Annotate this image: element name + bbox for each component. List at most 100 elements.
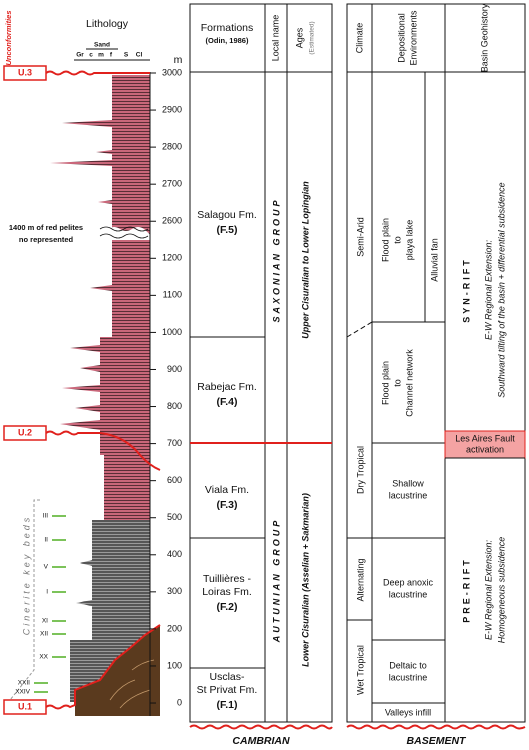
environment: Alluvial fan [429,238,439,282]
header: Environments [408,10,418,66]
header: Basin Geohistory [479,3,489,72]
grain-size: Cl [136,52,143,59]
key-bed-label: XI [42,618,48,625]
depth-label: 3000 [162,67,182,77]
header: Formations [201,22,254,34]
formation-name: Salagou Fm. [197,209,257,221]
environment: Channel network [404,349,414,417]
depth-label: 600 [167,475,182,485]
formation-name: Loiras Fm. [202,586,252,598]
header-note: (Estimated) [309,21,316,54]
depth-label: 2900 [162,104,182,114]
environment: Valleys infill [385,707,431,717]
grain-size: S [124,52,129,59]
depth-label: 200 [167,623,182,633]
gap-note: no represented [19,235,74,244]
environment: lacustrine [389,490,428,500]
environment: to [392,236,402,244]
phase-name: SYN-RIFT [461,257,471,323]
environment: Flood plain [380,361,390,405]
formation-code: (F.2) [217,601,238,613]
stratigraphy-panel [189,3,333,730]
lithology-column [9,48,161,716]
grain-size-group: Sand [94,42,110,49]
unconformity-box [3,699,47,715]
environment: Flood plain [380,218,390,262]
climate: Wet Tropical [355,645,365,695]
header: Local name [270,15,280,62]
basement-label: CAMBRIAN [232,735,290,747]
depth-label: 900 [167,364,182,374]
group-name: AUTUNIAN GROUP [271,518,281,644]
age: Lower Cisuralian (Asselian + Sakmarian) [300,493,310,667]
depth-label: 300 [167,586,182,596]
grain-size: f [110,52,113,59]
phase-detail: Homogeneous subsidence [496,537,506,644]
depth-label: 1000 [162,327,182,337]
formation-code: (F.5) [217,224,238,236]
header-note: (Odin, 1986) [206,36,249,45]
depth-label: 2800 [162,141,182,151]
formation-code: (F.1) [217,699,238,711]
group-name: SAXONIAN GROUP [271,197,281,322]
depth-label: 1100 [163,290,182,300]
depth-label: 800 [167,401,182,411]
climate: Dry Tropical [355,446,365,494]
depth-label: 0 [177,697,182,707]
key-bed-label: XII [40,631,48,638]
formation-code: (F.3) [217,499,238,511]
environment: lacustrine [389,589,428,599]
formation-name: St Privat Fm. [197,684,258,696]
basement-label: BASEMENT [407,735,468,747]
key-bed-label: XXII [18,680,30,687]
unconformity-label: U.3 [18,67,32,77]
environment: playa lake [404,220,414,261]
header: Depositional [396,13,406,63]
unconformity-label: U.2 [18,427,32,437]
key-bed-label: I [46,589,48,596]
environment: Deltaic to [389,660,427,670]
age: Upper Cisuralian to Lower Lopingian [300,181,310,339]
gap-note: 1400 m of red pelites [9,223,83,232]
depth-label: 2700 [162,179,182,189]
depth-label: 2600 [162,216,182,226]
environment: Deep anoxic [383,577,434,587]
climate: Alternating [355,558,365,601]
lithology-title: Lithology [86,18,129,30]
unconformity-box [3,65,47,81]
key-bed-label: III [43,513,49,520]
setting-panel [346,3,526,730]
depth-label: 1200 [162,253,182,263]
phase-regime: E-W Regional Extension: [483,539,493,640]
key-beds-title: Cinerite key beds [21,515,31,636]
environment: Shallow [392,478,424,488]
grain-size: c [89,52,93,59]
unconformities-title: Unconformities [4,10,13,65]
header: Ages [294,27,304,48]
depth-label: 700 [167,438,182,448]
phase-detail: Southward tilting of the basin + differe… [496,182,506,397]
key-bed-label: XX [39,654,48,661]
grain-size: m [98,52,104,59]
environment: to [392,379,402,387]
grain-size: Gr [76,52,84,59]
event-label: activation [466,444,504,454]
depth-label: 400 [167,549,182,559]
formation-name: Usclas- [209,671,245,683]
key-bed-label: II [44,537,48,544]
key-bed-label: V [44,564,49,571]
environment: lacustrine [389,672,428,682]
unconformity-label: U.1 [18,701,32,711]
phase-name: PRE-RIFT [461,557,471,623]
depth-unit: m [174,54,183,66]
header: Climate [354,23,364,54]
phase-regime: E-W Regional Extension: [483,239,493,340]
formation-name: Tuillières - [203,573,252,585]
key-bed-label: XXIV [15,689,30,696]
formation-name: Rabejac Fm. [197,381,257,393]
formation-name: Viala Fm. [205,484,249,496]
unconformity-box [3,425,47,441]
formation-code: (F.4) [217,396,238,408]
event-label: Les Aires Fault [455,433,515,443]
